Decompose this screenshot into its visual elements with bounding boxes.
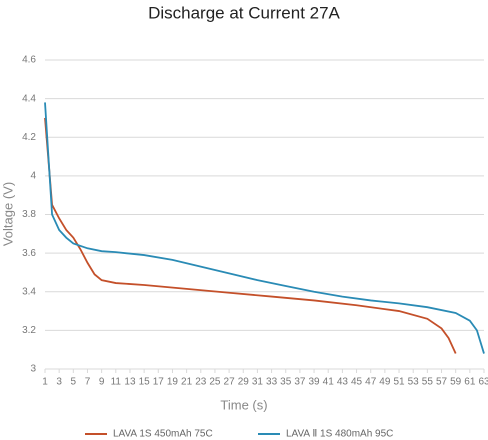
x-tick-label: 15 (139, 377, 151, 388)
x-axis-label: Time (s) (220, 397, 267, 412)
x-tick-label: 37 (294, 377, 306, 388)
y-tick-label: 3.4 (22, 286, 36, 297)
x-tick-label: 13 (124, 377, 136, 388)
x-tick-label: 55 (422, 377, 434, 388)
x-tick-label: 39 (309, 377, 321, 388)
x-tick-label: 33 (266, 377, 278, 388)
x-tick-label: 3 (56, 377, 62, 388)
x-tick-label: 59 (450, 377, 462, 388)
legend-label: LAVA Ⅱ 1S 480mAh 95C (286, 429, 393, 440)
x-tick-label: 27 (224, 377, 236, 388)
x-tick-label: 1 (42, 377, 48, 388)
x-tick-label: 35 (280, 377, 292, 388)
y-tick-label: 4.2 (22, 132, 36, 143)
x-tick-label: 19 (167, 377, 179, 388)
x-tick-label: 49 (379, 377, 391, 388)
x-tick-label: 11 (111, 377, 122, 388)
x-tick-label: 61 (464, 377, 476, 388)
y-axis-label: Voltage (V) (0, 182, 15, 246)
x-tick-label: 47 (365, 377, 377, 388)
x-tick-label: 5 (71, 377, 77, 388)
x-tick-label: 53 (408, 377, 420, 388)
legend-label: LAVA 1S 450mAh 75C (113, 429, 213, 440)
series-line (44, 102, 485, 354)
x-tick-label: 43 (337, 377, 349, 388)
series-line (44, 117, 457, 354)
x-tick-label: 9 (99, 377, 105, 388)
x-tick-label: 45 (351, 377, 363, 388)
x-tick-label: 63 (478, 377, 488, 388)
x-tick-label: 41 (323, 377, 335, 388)
y-tick-label: 4.6 (22, 55, 36, 66)
y-tick-label: 3.6 (22, 248, 36, 259)
x-tick-label: 23 (195, 377, 207, 388)
x-tick-label: 21 (181, 377, 193, 388)
y-tick-label: 3 (30, 364, 36, 375)
x-tick-label: 29 (238, 377, 250, 388)
x-tick-label: 57 (436, 377, 448, 388)
chart-title: Discharge at Current 27A (148, 3, 340, 22)
y-tick-label: 3.8 (22, 209, 36, 220)
x-tick-label: 17 (153, 377, 165, 388)
x-tick-label: 31 (252, 377, 264, 388)
y-tick-label: 4 (30, 171, 36, 182)
x-tick-label: 7 (85, 377, 91, 388)
y-tick-label: 4.4 (22, 93, 36, 104)
x-tick-label: 51 (393, 377, 405, 388)
x-tick-label: 25 (209, 377, 221, 388)
y-tick-label: 3.2 (22, 325, 36, 336)
